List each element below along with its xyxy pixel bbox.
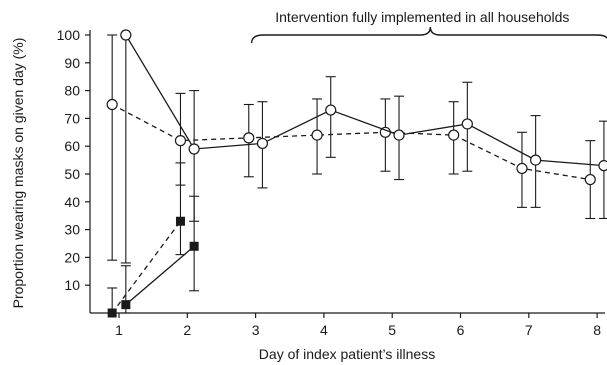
data-point [188,143,200,155]
data-point [584,173,596,186]
y-axis-title: Proportion wearing masks on given day (%… [10,38,26,309]
annotation-brace [250,26,607,44]
x-ticks: 1 2 3 4 5 6 7 8 [115,313,601,338]
y-tick-label: 80 [64,83,80,99]
data-point [189,241,199,251]
data-point [120,29,132,41]
y-tick-label: 60 [64,138,80,154]
y-tick-label: 40 [64,194,80,210]
data-point [461,118,473,130]
y-tick-label: 10 [64,277,80,293]
y-tick-label: 50 [64,166,80,182]
series-0 [106,34,596,261]
y-tick-label: 20 [64,249,80,265]
y-tick-label: 90 [64,55,80,71]
data-point [106,98,118,111]
data-point [256,137,269,150]
annotation: Intervention fully implemented in all ho… [250,9,607,44]
x-tick-label: 2 [183,322,191,338]
x-tick-label: 8 [593,322,601,338]
data-point [448,129,460,141]
annotation-text: Intervention fully implemented in all ho… [275,9,569,25]
y-tick-label: 70 [64,110,80,126]
data-point [325,104,337,116]
x-tick-label: 4 [320,322,328,338]
series-3 [120,195,200,314]
x-tick-label: 7 [525,322,533,338]
x-tick-label: 3 [252,322,260,338]
series-line [125,34,604,167]
x-axis-title: Day of index patient’s illness [259,346,435,362]
series-layer [106,29,607,318]
data-point [530,154,542,166]
data-point [243,132,255,144]
axes [89,30,605,314]
x-tick-label: 6 [457,322,465,338]
series-2 [107,162,186,318]
x-tick-label: 5 [388,322,396,338]
data-point [598,160,607,172]
y-ticks: 10 20 30 40 50 60 70 80 90 100 [57,27,90,293]
x-tick-label: 1 [115,322,123,338]
data-point [393,129,405,141]
data-point [516,162,528,175]
data-point [175,216,185,226]
series-line [111,220,181,314]
data-point [107,308,117,318]
series-line [111,103,591,181]
data-point [174,135,187,147]
data-point [311,129,323,141]
y-tick-label: 30 [64,222,80,238]
series-line [125,245,195,306]
data-point [121,300,131,310]
y-tick-label: 100 [57,27,81,43]
